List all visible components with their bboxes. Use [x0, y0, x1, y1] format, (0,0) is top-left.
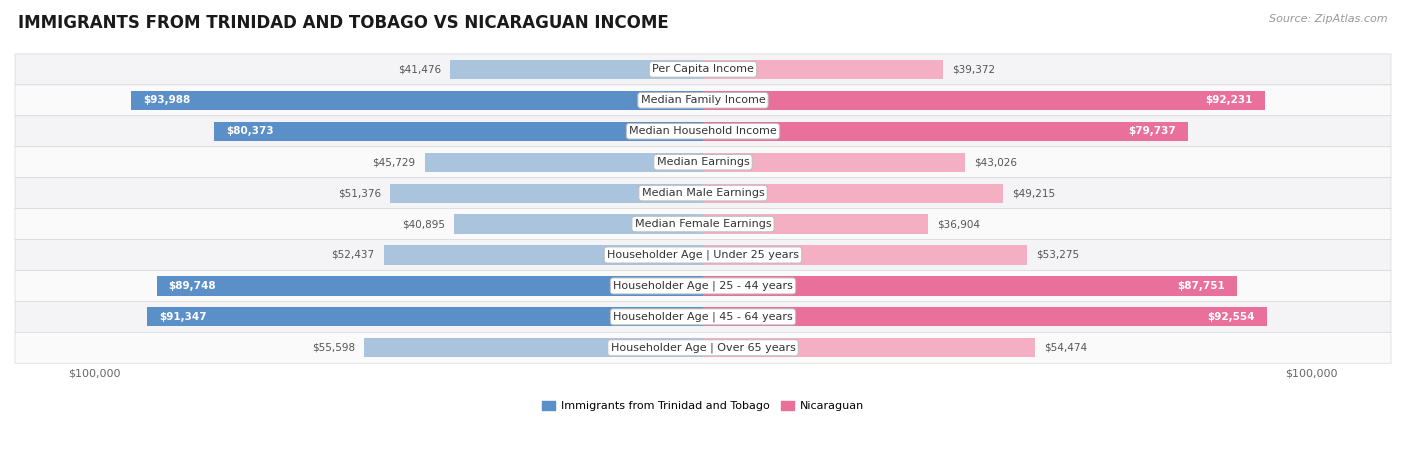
Bar [384, 245, 703, 265]
Text: $51,376: $51,376 [337, 188, 381, 198]
Text: $40,895: $40,895 [402, 219, 444, 229]
Text: $52,437: $52,437 [332, 250, 374, 260]
Text: $39,372: $39,372 [952, 64, 995, 74]
Text: Median Family Income: Median Family Income [641, 95, 765, 106]
Text: $92,231: $92,231 [1205, 95, 1253, 106]
Text: $55,598: $55,598 [312, 343, 356, 353]
Bar [131, 91, 703, 110]
Text: Median Male Earnings: Median Male Earnings [641, 188, 765, 198]
Bar [703, 122, 1188, 141]
Bar [391, 184, 703, 203]
Legend: Immigrants from Trinidad and Tobago, Nicaraguan: Immigrants from Trinidad and Tobago, Nic… [537, 396, 869, 416]
Bar [425, 153, 703, 172]
Bar [703, 153, 965, 172]
Bar [703, 184, 1002, 203]
Text: $79,737: $79,737 [1129, 126, 1177, 136]
Bar [703, 307, 1267, 326]
FancyBboxPatch shape [15, 85, 1391, 116]
Text: IMMIGRANTS FROM TRINIDAD AND TOBAGO VS NICARAGUAN INCOME: IMMIGRANTS FROM TRINIDAD AND TOBAGO VS N… [18, 14, 669, 32]
FancyBboxPatch shape [15, 209, 1391, 240]
Text: $49,215: $49,215 [1012, 188, 1054, 198]
Text: $93,988: $93,988 [143, 95, 190, 106]
FancyBboxPatch shape [15, 54, 1391, 85]
Text: Householder Age | Under 25 years: Householder Age | Under 25 years [607, 250, 799, 260]
Text: $41,476: $41,476 [398, 64, 441, 74]
Text: $89,748: $89,748 [169, 281, 217, 291]
Bar [214, 122, 703, 141]
Bar [364, 338, 703, 357]
Text: $80,373: $80,373 [226, 126, 273, 136]
Bar [703, 338, 1035, 357]
Text: $53,275: $53,275 [1036, 250, 1080, 260]
Text: $45,729: $45,729 [373, 157, 415, 167]
Text: Householder Age | Over 65 years: Householder Age | Over 65 years [610, 343, 796, 353]
Text: $54,474: $54,474 [1043, 343, 1087, 353]
Bar [454, 214, 703, 234]
Text: $43,026: $43,026 [974, 157, 1017, 167]
Bar [703, 245, 1028, 265]
Bar [703, 276, 1237, 296]
Text: $87,751: $87,751 [1177, 281, 1225, 291]
Text: Householder Age | 25 - 44 years: Householder Age | 25 - 44 years [613, 281, 793, 291]
FancyBboxPatch shape [15, 116, 1391, 147]
FancyBboxPatch shape [15, 177, 1391, 209]
Text: Median Female Earnings: Median Female Earnings [634, 219, 772, 229]
Text: Source: ZipAtlas.com: Source: ZipAtlas.com [1270, 14, 1388, 24]
Text: Per Capita Income: Per Capita Income [652, 64, 754, 74]
Text: Householder Age | 45 - 64 years: Householder Age | 45 - 64 years [613, 311, 793, 322]
FancyBboxPatch shape [15, 270, 1391, 301]
Bar [703, 60, 942, 79]
Text: Median Earnings: Median Earnings [657, 157, 749, 167]
Bar [703, 91, 1264, 110]
Bar [146, 307, 703, 326]
Text: $91,347: $91,347 [159, 312, 207, 322]
Text: $36,904: $36,904 [936, 219, 980, 229]
Bar [156, 276, 703, 296]
Bar [450, 60, 703, 79]
FancyBboxPatch shape [15, 240, 1391, 270]
Text: Median Household Income: Median Household Income [628, 126, 778, 136]
Text: $92,554: $92,554 [1206, 312, 1254, 322]
FancyBboxPatch shape [15, 301, 1391, 333]
Bar [703, 214, 928, 234]
FancyBboxPatch shape [15, 147, 1391, 177]
FancyBboxPatch shape [15, 333, 1391, 363]
